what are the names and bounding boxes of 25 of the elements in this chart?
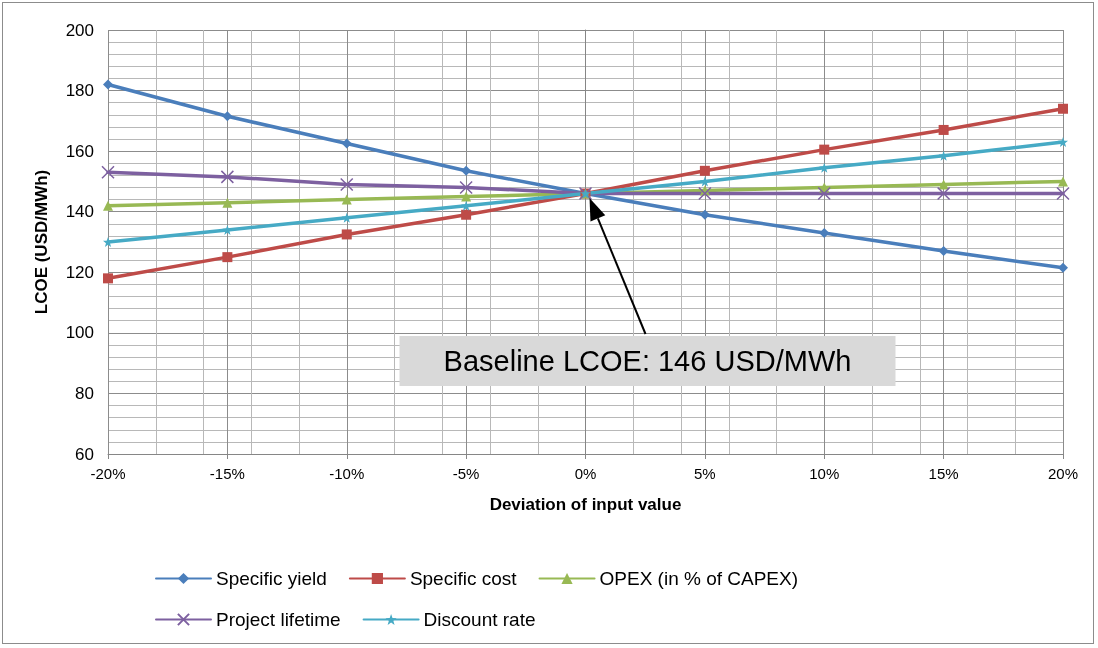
x-tick-label: -20%	[90, 465, 126, 482]
x-tick-label: 10%	[809, 465, 840, 482]
y-tick-label: 200	[65, 20, 94, 40]
y-tick-label: 60	[75, 444, 94, 464]
annotation: Baseline LCOE: 146 USD/MWh	[443, 345, 852, 377]
y-tick-label: 100	[65, 323, 94, 343]
legend-label: Specific cost	[409, 568, 518, 589]
legend-label: Specific yield	[216, 568, 327, 589]
x-tick-label: -15%	[209, 465, 245, 482]
y-axis-title: LCOE (USD/MWh)	[32, 169, 51, 315]
x-tick-label: 0%	[574, 465, 597, 482]
legend-label: Discount rate	[423, 609, 536, 630]
y-tick-label: 80	[75, 383, 94, 403]
y-tick-label: 140	[65, 202, 94, 222]
legend-label: Project lifetime	[216, 609, 341, 630]
x-tick-label: 20%	[1047, 465, 1079, 482]
y-tick-label: 120	[65, 262, 94, 282]
y-tick-label: 180	[65, 81, 94, 101]
x-tick-label: -10%	[329, 465, 365, 482]
legend-label: OPEX (in % of CAPEX)	[599, 568, 799, 589]
y-tick-label: 160	[65, 141, 94, 161]
x-tick-label: 15%	[928, 465, 959, 482]
x-axis-title: Deviation of input value	[489, 495, 682, 514]
x-tick-label: -5%	[452, 465, 480, 482]
x-tick-label: 5%	[694, 465, 716, 482]
